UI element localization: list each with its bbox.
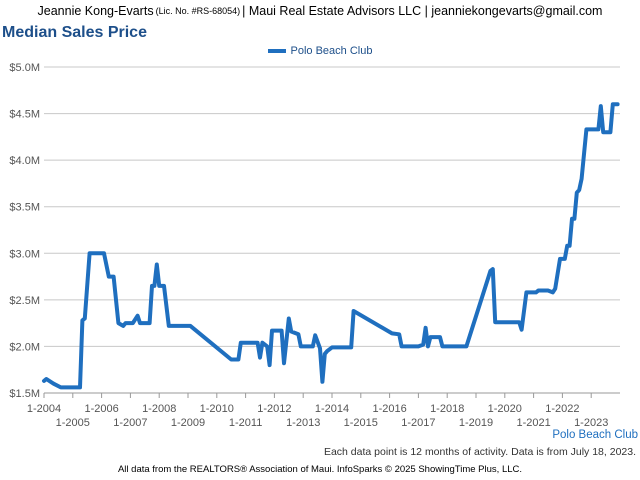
x-tick-label: 1-2006 [84,403,118,415]
y-tick-label: $2.0M [9,341,40,353]
y-tick-label: $3.0M [9,248,40,260]
x-tick-label: 1-2013 [286,417,320,429]
x-tick-label: 1-2015 [344,417,378,429]
x-tick-label: 1-2008 [142,403,176,415]
y-tick-label: $4.0M [9,155,40,167]
legend-label: Polo Beach Club [290,45,373,57]
x-tick-label: 1-2017 [401,417,435,429]
x-tick-label: 1-2010 [200,403,234,415]
series-line-polo-beach-club [42,102,620,390]
footer-credit: All data from the REALTORS® Association … [117,464,523,475]
series-label[interactable]: Polo Beach Club [552,429,638,441]
x-tick-label: 1-2005 [56,417,90,429]
x-tick-label: 1-2009 [171,417,205,429]
legend[interactable]: Polo Beach Club [0,45,640,57]
x-tick-label: 1-2011 [229,417,262,429]
y-tick-label: $1.5M [9,388,40,400]
license-number: (Lic. No. #RS-68054) [155,6,241,16]
y-tick-label: $5.0M [9,62,40,74]
y-tick-label: $4.5M [9,109,40,121]
x-tick-label: 1-2016 [372,403,406,415]
agency-contact: | Maui Real Estate Advisors LLC | jeanni… [242,4,603,18]
x-tick-label: 1-2012 [257,403,291,415]
x-tick-label: 1-2014 [315,403,349,415]
x-tick-label: 1-2007 [113,417,147,429]
x-tick-label: 1-2018 [430,403,464,415]
x-tick-label: 1-2019 [459,417,493,429]
chart-title: Median Sales Price [2,24,147,41]
agent-name: Jeannie Kong-Evarts [37,4,154,18]
x-tick-label: 1-2021 [516,417,550,429]
x-tick-label: 1-2023 [574,417,608,429]
x-tick-label: 1-2004 [27,403,61,415]
agent-header: Jeannie Kong-Evarts (Lic. No. #RS-68054)… [0,0,640,22]
x-tick-label: 1-2022 [545,403,579,415]
x-tick-label: 1-2020 [488,403,522,415]
legend-swatch [267,49,286,53]
y-tick-label: $3.5M [9,202,40,214]
y-tick-label: $2.5M [9,295,40,307]
data-note: Each data point is 12 months of activity… [323,446,636,458]
